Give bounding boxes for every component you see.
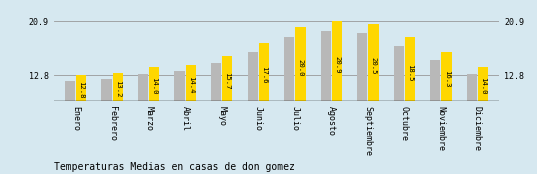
Text: 15.7: 15.7: [224, 72, 230, 89]
Text: 14.0: 14.0: [151, 77, 157, 95]
Text: 20.9: 20.9: [334, 56, 340, 74]
Bar: [441, 52, 452, 161]
Bar: [138, 74, 148, 161]
Bar: [368, 24, 379, 161]
Bar: [186, 65, 196, 161]
Bar: [478, 67, 488, 161]
Bar: [113, 73, 123, 161]
Text: 20.0: 20.0: [297, 59, 303, 77]
Bar: [467, 74, 477, 161]
Text: 12.8: 12.8: [78, 81, 84, 98]
Bar: [430, 60, 440, 161]
Bar: [321, 31, 331, 161]
Bar: [222, 56, 233, 161]
Bar: [295, 27, 306, 161]
Bar: [76, 76, 86, 161]
Text: 14.4: 14.4: [188, 76, 194, 93]
Bar: [332, 21, 342, 161]
Bar: [175, 72, 185, 161]
Bar: [248, 52, 258, 161]
Text: 14.0: 14.0: [480, 77, 486, 95]
Text: 18.5: 18.5: [407, 64, 413, 81]
Text: 13.2: 13.2: [115, 80, 121, 97]
Text: 20.5: 20.5: [371, 57, 376, 75]
Bar: [149, 67, 159, 161]
Bar: [405, 37, 415, 161]
Bar: [211, 63, 221, 161]
Bar: [357, 33, 367, 161]
Text: 16.3: 16.3: [444, 70, 449, 88]
Bar: [259, 43, 269, 161]
Bar: [394, 46, 404, 161]
Bar: [101, 79, 112, 161]
Bar: [65, 81, 75, 161]
Text: 17.6: 17.6: [261, 66, 267, 84]
Bar: [284, 37, 294, 161]
Text: Temperaturas Medias en casas de don gomez: Temperaturas Medias en casas de don gome…: [54, 162, 295, 172]
